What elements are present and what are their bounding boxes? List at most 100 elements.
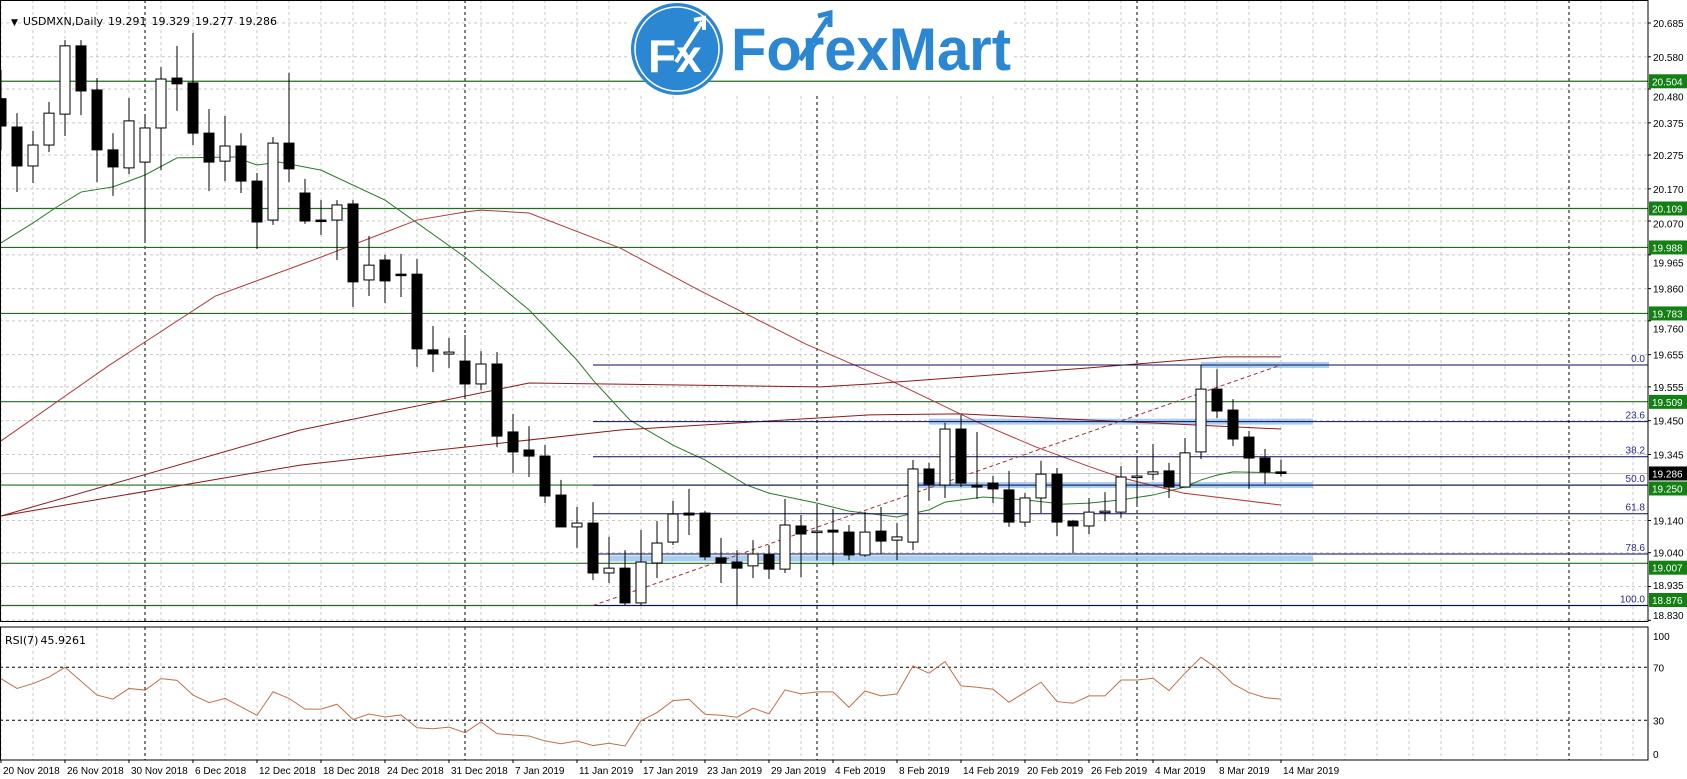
candle-body-bearish bbox=[235, 145, 247, 182]
price-level-label: 19.509 bbox=[1652, 398, 1683, 409]
triangle-down-icon[interactable]: ▼ bbox=[11, 18, 18, 28]
high-value: 19.329 bbox=[151, 15, 191, 28]
candle bbox=[635, 530, 647, 606]
candle bbox=[571, 506, 583, 548]
date-tick-label: 12 Dec 2018 bbox=[259, 766, 316, 777]
logo-text: ForexMart bbox=[731, 16, 1011, 83]
fib-level-label: 0.0 bbox=[1631, 354, 1645, 365]
fib-level-label: 78.6 bbox=[1626, 543, 1646, 554]
candle-body-bullish bbox=[443, 351, 455, 355]
candle-body-bullish bbox=[651, 542, 663, 564]
moving-average-mid bbox=[0, 209, 1282, 506]
candle bbox=[1083, 497, 1095, 535]
price-axis: 20.685 20.580 20.504 20.480 20.375 20.275 20.1… bbox=[1648, 19, 1687, 622]
candle bbox=[987, 476, 999, 504]
candle-body-bearish bbox=[107, 149, 119, 168]
candle-body-bearish bbox=[91, 89, 103, 151]
candle bbox=[91, 78, 103, 183]
price-level-badge bbox=[1649, 306, 1687, 321]
candle bbox=[939, 422, 951, 498]
candle-body-bearish bbox=[507, 431, 519, 453]
candle bbox=[123, 98, 135, 175]
candle-body-bearish bbox=[971, 484, 983, 488]
candle bbox=[75, 40, 87, 116]
candle bbox=[427, 326, 439, 373]
candle bbox=[779, 498, 791, 573]
candle-body-bearish bbox=[491, 363, 503, 437]
rsi-tick-label: 0 bbox=[1653, 750, 1659, 761]
candle-body-bullish bbox=[1115, 476, 1127, 513]
candle bbox=[251, 173, 263, 250]
rsi-tick-label: 100 bbox=[1653, 632, 1670, 643]
price-tick-label: 20.580 bbox=[1653, 53, 1684, 64]
fib-level-label: 50.0 bbox=[1626, 474, 1646, 485]
price-tick-label: 18.935 bbox=[1653, 581, 1684, 592]
price-tick-label: 19.655 bbox=[1653, 351, 1684, 362]
candle-body-bearish bbox=[587, 522, 599, 574]
candle bbox=[283, 72, 295, 183]
date-tick-label: 29 Jan 2019 bbox=[771, 766, 826, 777]
candle-body-bullish bbox=[363, 264, 375, 281]
candle bbox=[1131, 457, 1143, 505]
candle-body-bearish bbox=[1227, 409, 1239, 440]
candle-body-bearish bbox=[827, 529, 839, 533]
candle-body-bullish bbox=[1035, 473, 1047, 499]
candle-body-bearish bbox=[555, 494, 567, 528]
candle-body-bearish bbox=[11, 126, 23, 167]
candle-body-bullish bbox=[1147, 471, 1159, 475]
candle-body-bearish bbox=[1067, 520, 1079, 527]
candle bbox=[1275, 459, 1287, 477]
candle bbox=[795, 515, 807, 578]
candle bbox=[379, 254, 391, 304]
candle bbox=[1035, 460, 1047, 514]
candle bbox=[1211, 369, 1223, 419]
price-level-badge bbox=[1649, 240, 1687, 255]
candle-body-bearish bbox=[1163, 470, 1175, 488]
candle bbox=[955, 414, 967, 488]
date-tick-label: 31 Dec 2018 bbox=[451, 766, 508, 777]
candle-body-bearish bbox=[1051, 473, 1063, 523]
current-price-badge bbox=[1649, 466, 1687, 481]
candle bbox=[971, 431, 983, 499]
candle bbox=[459, 335, 471, 399]
chart-header: ▼ USDMXN,Daily 19.291 19.329 19.277 19.286 bbox=[4, 2, 282, 28]
date-tick-label: 30 Nov 2018 bbox=[131, 766, 188, 777]
price-tick-label: 19.965 bbox=[1653, 258, 1684, 269]
price-level-label: 19.988 bbox=[1652, 243, 1683, 254]
candle-body-bullish bbox=[667, 513, 679, 543]
candle-body-bearish bbox=[299, 192, 311, 222]
candle-body-bullish bbox=[155, 78, 167, 129]
price-tick-label: 19.555 bbox=[1653, 383, 1684, 394]
candle-body-bearish bbox=[683, 512, 695, 516]
trend-line[interactable] bbox=[592, 364, 1282, 606]
candle bbox=[235, 133, 247, 194]
candle bbox=[1115, 466, 1127, 518]
candle-body-bearish bbox=[1243, 436, 1255, 459]
price-level-badge bbox=[1649, 593, 1687, 607]
arrow-up-right-icon bbox=[797, 9, 833, 62]
candle bbox=[1163, 462, 1175, 498]
candle bbox=[43, 101, 55, 153]
candles bbox=[0, 32, 1287, 606]
candle-body-bullish bbox=[747, 553, 759, 567]
rsi-value: 45.9261 bbox=[40, 634, 86, 647]
date-tick-label: 20 Nov 2018 bbox=[3, 766, 60, 777]
rsi-panel-border bbox=[0, 626, 1649, 761]
candle-body-bearish bbox=[251, 180, 263, 223]
logo-ring bbox=[634, 6, 720, 92]
price-tick-label: 20.685 bbox=[1653, 19, 1684, 30]
date-tick-label: 26 Nov 2018 bbox=[67, 766, 124, 777]
price-level-badge bbox=[1649, 201, 1687, 216]
price-tick-label: 19.760 bbox=[1653, 324, 1684, 335]
low-value: 19.277 bbox=[195, 15, 234, 28]
candle-body-bearish bbox=[187, 82, 199, 134]
candle bbox=[1259, 449, 1271, 485]
candle bbox=[1179, 438, 1191, 488]
price-tick-label: 19.140 bbox=[1653, 516, 1684, 527]
arrow-up-right-icon bbox=[674, 15, 706, 64]
candle-body-bullish bbox=[219, 145, 231, 162]
close-value: 19.286 bbox=[238, 15, 278, 28]
date-tick-label: 8 Feb 2019 bbox=[899, 766, 950, 777]
candle bbox=[619, 550, 631, 606]
